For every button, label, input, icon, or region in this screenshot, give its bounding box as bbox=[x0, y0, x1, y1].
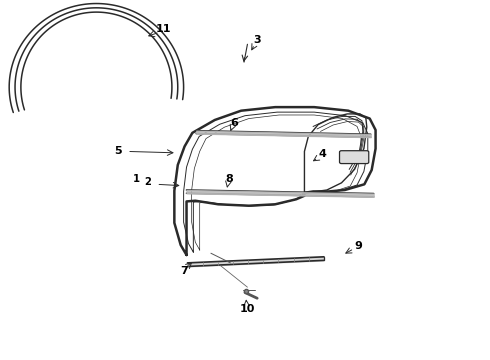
Text: 8: 8 bbox=[225, 174, 233, 184]
Text: 5: 5 bbox=[115, 147, 122, 157]
FancyBboxPatch shape bbox=[340, 151, 369, 163]
Text: 9: 9 bbox=[354, 241, 362, 251]
Text: 3: 3 bbox=[253, 35, 261, 45]
Text: 4: 4 bbox=[318, 149, 326, 159]
Text: 7: 7 bbox=[181, 266, 189, 276]
Text: 11: 11 bbox=[156, 24, 171, 34]
Text: 1: 1 bbox=[133, 174, 141, 184]
Text: 10: 10 bbox=[239, 304, 255, 314]
Text: 2: 2 bbox=[144, 177, 151, 187]
Text: 6: 6 bbox=[230, 118, 238, 128]
